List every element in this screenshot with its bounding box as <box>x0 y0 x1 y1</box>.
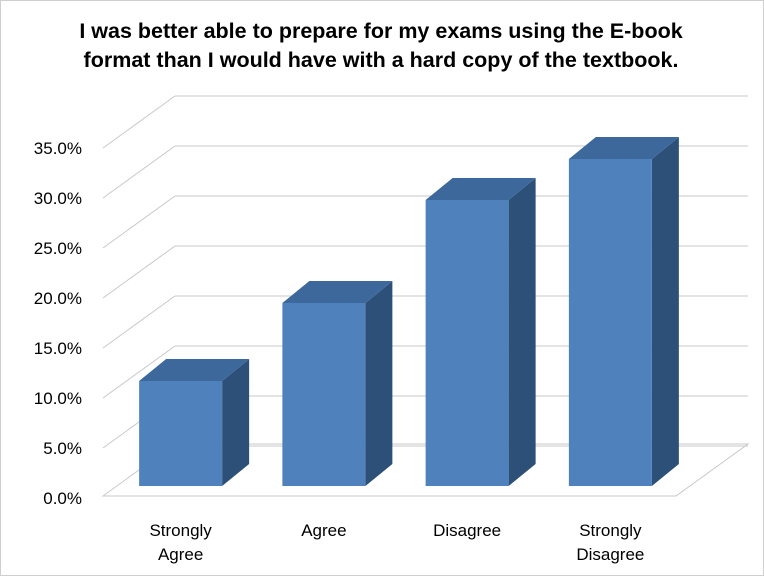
x-category-label: Strongly Disagree <box>576 521 644 564</box>
x-category-label: Disagree <box>433 521 501 540</box>
bar <box>568 137 679 486</box>
bar <box>139 359 250 486</box>
bar-front <box>139 381 223 486</box>
gridline-diagonal <box>102 345 176 399</box>
y-tick-label: 15.0% <box>34 339 82 358</box>
gridline-diagonal <box>102 295 176 349</box>
bar-side <box>508 178 536 486</box>
y-tick-label: 30.0% <box>34 189 82 208</box>
bar <box>425 178 536 486</box>
gridline-diagonal <box>102 245 176 299</box>
gridline-diagonal <box>102 195 176 249</box>
bar-top <box>425 178 536 200</box>
bar-front <box>568 159 652 486</box>
bar-top <box>282 281 393 303</box>
bar-front <box>425 200 509 486</box>
bar-side <box>651 137 679 486</box>
gridline-diagonal <box>102 145 176 199</box>
gridline-diagonal <box>102 95 176 149</box>
bar-top <box>568 137 679 159</box>
bar-top <box>139 359 250 381</box>
x-category-label: Agree <box>301 521 346 540</box>
y-tick-label: 10.0% <box>34 389 82 408</box>
bar-side <box>222 359 250 486</box>
chart-title: I was better able to prepare for my exam… <box>79 19 683 72</box>
y-tick-label: 25.0% <box>34 239 82 258</box>
bar-front <box>282 303 366 486</box>
y-tick-label: 5.0% <box>43 439 82 458</box>
y-tick-label: 20.0% <box>34 289 82 308</box>
x-category-label: Strongly Agree <box>149 521 212 564</box>
y-tick-label: 0.0% <box>43 489 82 508</box>
bar <box>282 281 393 486</box>
bar-side <box>365 281 393 486</box>
y-tick-label: 35.0% <box>34 139 82 158</box>
